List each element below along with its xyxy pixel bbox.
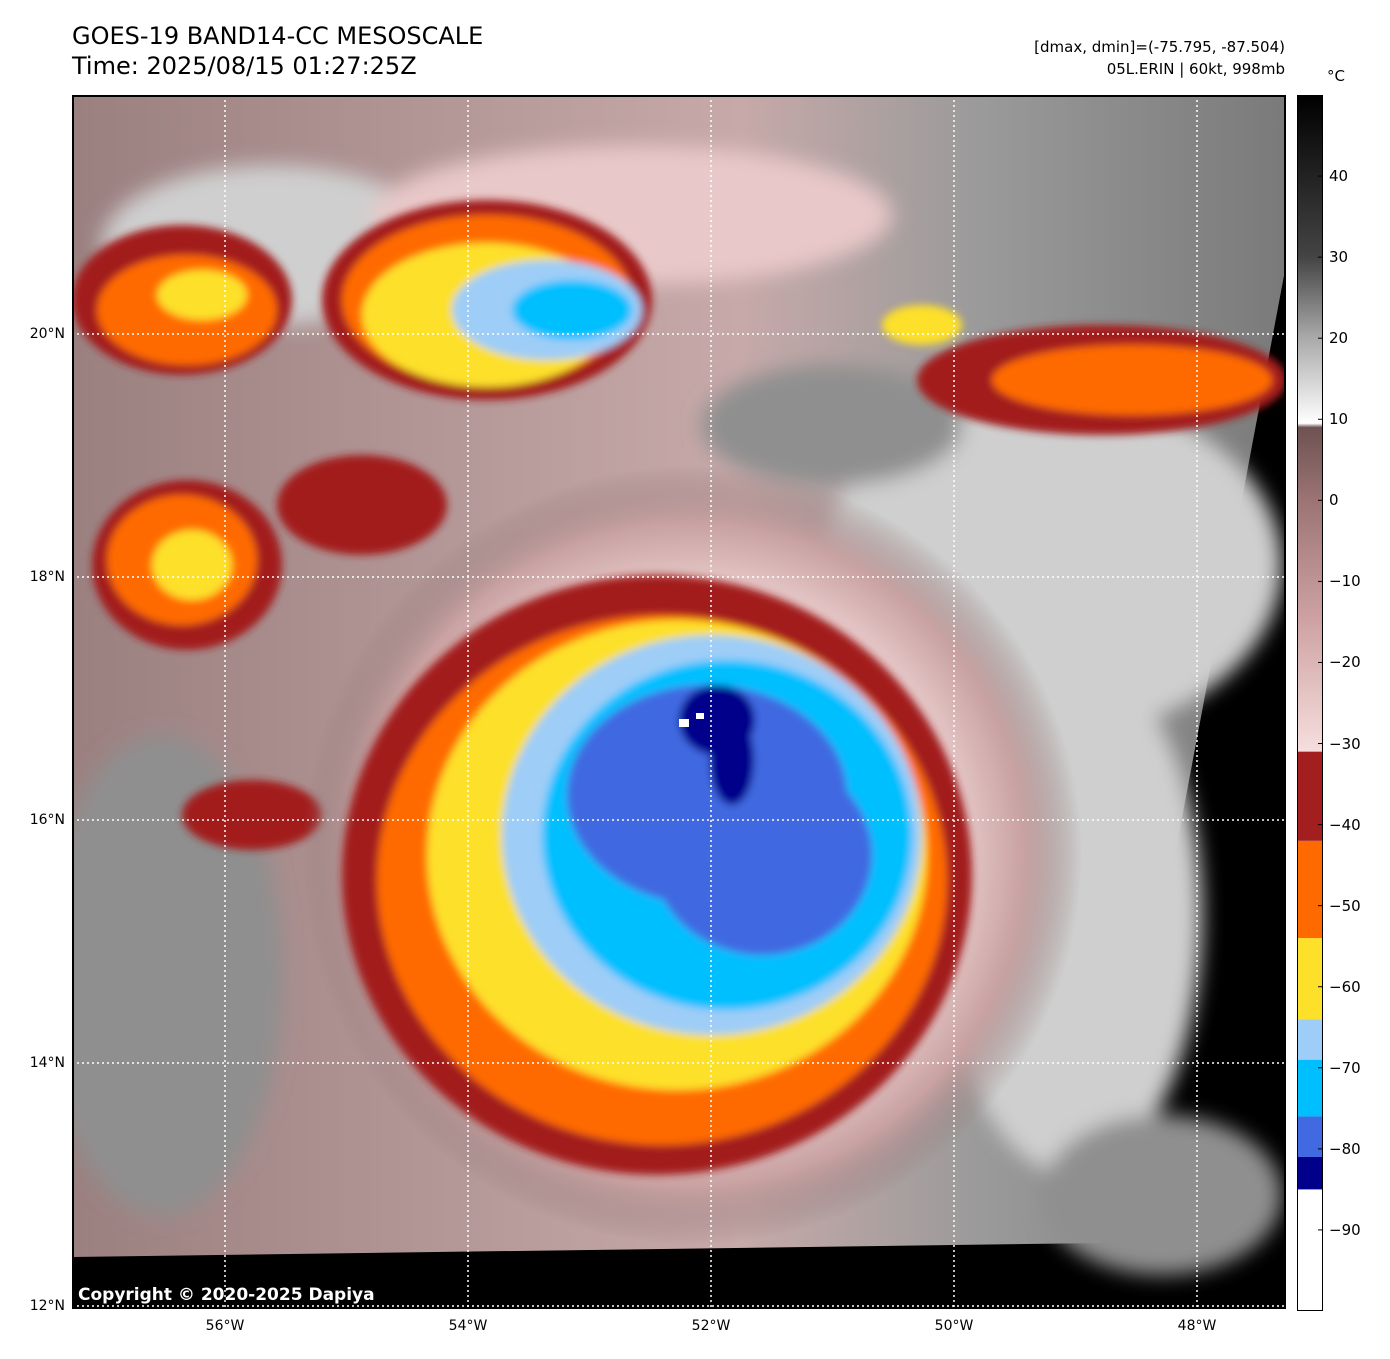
storm-info: 05L.ERIN | 60kt, 998mb [1106,60,1285,78]
colorbar-tick-label: 10 [1329,410,1349,429]
colorbar [1297,95,1323,1311]
colorbar-segment-2 [1297,1116,1323,1157]
central-dense-overcast [342,575,972,1175]
colorbar-tick-label: −30 [1329,734,1361,753]
colorbar-frame [1297,95,1323,1311]
colorbar-tick-label: −10 [1329,572,1361,591]
chart-time: Time: 2025/08/15 01:27:25Z [72,52,417,80]
colorbar-gradient [1297,95,1323,752]
colorbar-segment-4 [1297,1019,1323,1060]
colorbar-tick-label: 30 [1329,248,1349,267]
dmax-dmin-info: [dmax, dmin]=(-75.795, -87.504) [1034,38,1285,56]
lat-label-16n: 16°N [29,812,65,828]
colorbar-segment-6 [1297,840,1323,939]
chart-title: GOES-19 BAND14-CC MESOSCALE [72,22,484,50]
colorbar-tick-label: −90 [1329,1220,1361,1239]
colorbar-segment-1 [1297,1156,1323,1190]
colorbar-tick-label: −20 [1329,653,1361,672]
lon-label-48w: 48°W [1177,1318,1217,1334]
colorbar-segment-5 [1297,938,1323,1020]
colorbar-tick-label: −70 [1329,1058,1361,1077]
outer-convection [72,200,1286,850]
lon-label-50w: 50°W [934,1318,974,1334]
lon-label-54w: 54°W [448,1318,488,1334]
lat-label-14n: 14°N [29,1055,65,1071]
lat-label-18n: 18°N [29,569,65,585]
colorbar-tick-label: 0 [1329,491,1339,510]
colorbar-tick-label: −40 [1329,815,1361,834]
colorbar-unit: °C [1327,67,1345,85]
colorbar-tick-label: −50 [1329,896,1361,915]
eye-highlights [679,713,704,727]
copyright-text: Copyright © 2020-2025 Dapiya [78,1285,375,1305]
colorbar-tick-label: 20 [1329,329,1349,348]
lat-label-12n: 12°N [29,1298,65,1314]
lat-label-20n: 20°N [29,326,65,342]
lat-lon-grid [72,95,1286,1309]
colorbar-segment-3 [1297,1059,1323,1117]
map-frame [72,95,1286,1309]
lon-label-56w: 56°W [205,1318,245,1334]
colorbar-tick-label: −80 [1329,1139,1361,1158]
colorbar-segment-0 [1297,1189,1323,1311]
lon-label-52w: 52°W [691,1318,731,1334]
colorbar-tick-label: −60 [1329,977,1361,996]
colorbar-tick-label: 40 [1329,167,1349,186]
satellite-image-map: Copyright © 2020-2025 Dapiya [72,95,1286,1309]
colorbar-segment-7 [1297,751,1323,841]
